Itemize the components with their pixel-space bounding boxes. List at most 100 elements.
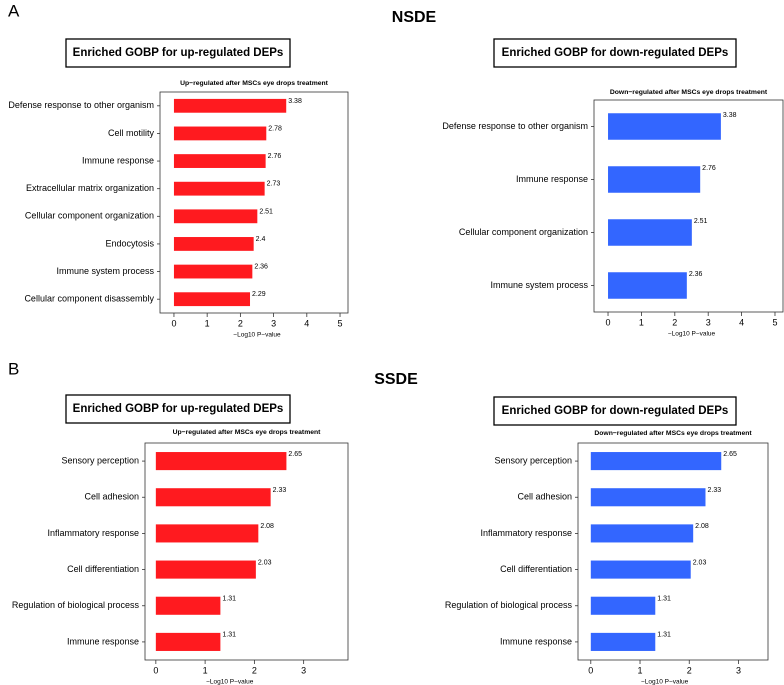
heading-box [65,38,291,68]
x-tick-label: 4 [739,317,744,327]
x-tick-label: 2 [672,317,677,327]
heading: Enriched GOBP for up-regulated DEPs [73,403,284,415]
value-label: 2.65 [723,451,737,458]
x-tick-label: 2 [238,318,243,328]
bar [155,488,271,507]
value-label: 1.31 [657,596,671,603]
x-tick-label: 1 [638,665,643,675]
x-tick-label: 3 [271,318,276,328]
bar [173,98,287,113]
panel-label: B [8,359,19,378]
bar [608,272,687,299]
x-tick-label: 0 [606,317,611,327]
x-axis-label: −Log10 P−value [668,331,716,338]
value-label: 2.29 [252,291,266,298]
x-tick-label: 3 [301,665,306,675]
bar [173,154,266,168]
y-tick-label: Sensory perception [494,455,572,465]
plot-frame [577,442,769,661]
x-axis-label: −Log10 P−value [641,679,689,685]
x-axis-label: −Log10 P−value [206,679,254,685]
y-tick-label: Sensory perception [61,455,139,465]
y-tick-label: Cell motility [108,128,155,138]
bar [590,596,656,615]
value-label: 2.08 [695,523,709,530]
value-label: 2.51 [259,208,273,215]
y-tick-label: Cell differentiation [67,564,139,574]
panel-label: A [8,1,20,20]
value-label: 2.78 [268,125,282,132]
chart-title: Up−regulated after MSCs eye drops treatm… [180,80,329,87]
chart-title: Down−regulated after MSCs eye drops trea… [610,89,768,96]
heading-box [493,38,737,68]
bar [155,452,287,471]
plot-frame [593,99,784,313]
bar [590,632,656,651]
y-tick-label: Immune system process [56,266,154,276]
value-label: 1.31 [657,632,671,639]
x-tick-label: 0 [153,665,158,675]
x-tick-label: 5 [772,317,777,327]
x-tick-label: 0 [171,318,176,328]
y-tick-label: Immune system process [490,280,588,290]
y-tick-label: Immune response [82,155,154,165]
value-label: 2.33 [707,487,721,494]
bar [173,264,253,279]
bar [173,126,267,141]
bar [608,219,692,246]
value-label: 3.38 [723,112,737,119]
chart-title: Down−regulated after MSCs eye drops trea… [594,430,752,437]
heading: Enriched GOBP for down-regulated DEPs [502,405,729,417]
x-tick-label: 3 [706,317,711,327]
value-label: 2.33 [273,487,287,494]
bar [173,181,265,196]
heading: Enriched GOBP for up-regulated DEPs [73,47,284,59]
bar [173,209,258,224]
value-label: 2.51 [694,218,708,225]
plot-frame [144,442,349,661]
y-tick-label: Cell adhesion [517,492,572,502]
bar [155,524,259,543]
value-label: 2.08 [260,523,274,530]
x-axis-label: −Log10 P−value [233,332,281,339]
y-tick-label: Immune response [500,636,572,646]
heading-box [493,396,737,426]
value-label: 1.31 [222,632,236,639]
value-label: 2.4 [256,236,266,243]
bar [590,524,694,543]
bar [155,632,221,651]
y-tick-label: Regulation of biological process [445,600,573,610]
panel-title: SSDE [374,371,418,388]
value-label: 2.73 [267,181,281,188]
y-tick-label: Immune response [67,636,139,646]
y-tick-label: Inflammatory response [47,528,139,538]
value-label: 2.36 [689,271,703,278]
x-tick-label: 1 [639,317,644,327]
value-label: 2.36 [254,264,268,271]
y-tick-label: Immune response [516,174,588,184]
y-tick-label: Cell adhesion [84,492,139,502]
value-label: 2.76 [268,153,282,160]
y-tick-label: Inflammatory response [480,528,572,538]
x-tick-label: 5 [338,318,343,328]
y-tick-label: Cellular component disassembly [24,294,154,304]
heading-box [65,394,291,424]
value-label: 1.31 [222,596,236,603]
value-label: 2.65 [288,451,302,458]
bar [173,237,254,251]
bar [155,596,221,615]
x-tick-label: 2 [687,665,692,675]
bar [608,113,721,140]
bar [173,292,251,307]
value-label: 2.03 [258,559,272,566]
y-tick-label: Endocytosis [105,238,154,248]
bar [590,452,722,471]
heading: Enriched GOBP for down-regulated DEPs [502,47,729,59]
y-tick-label: Extracellular matrix organization [26,183,154,193]
bar [155,560,256,579]
value-label: 2.03 [693,559,707,566]
x-tick-label: 1 [205,318,210,328]
bar [590,560,691,579]
y-tick-label: Defense response to other organism [8,100,154,110]
y-tick-label: Regulation of biological process [12,600,140,610]
